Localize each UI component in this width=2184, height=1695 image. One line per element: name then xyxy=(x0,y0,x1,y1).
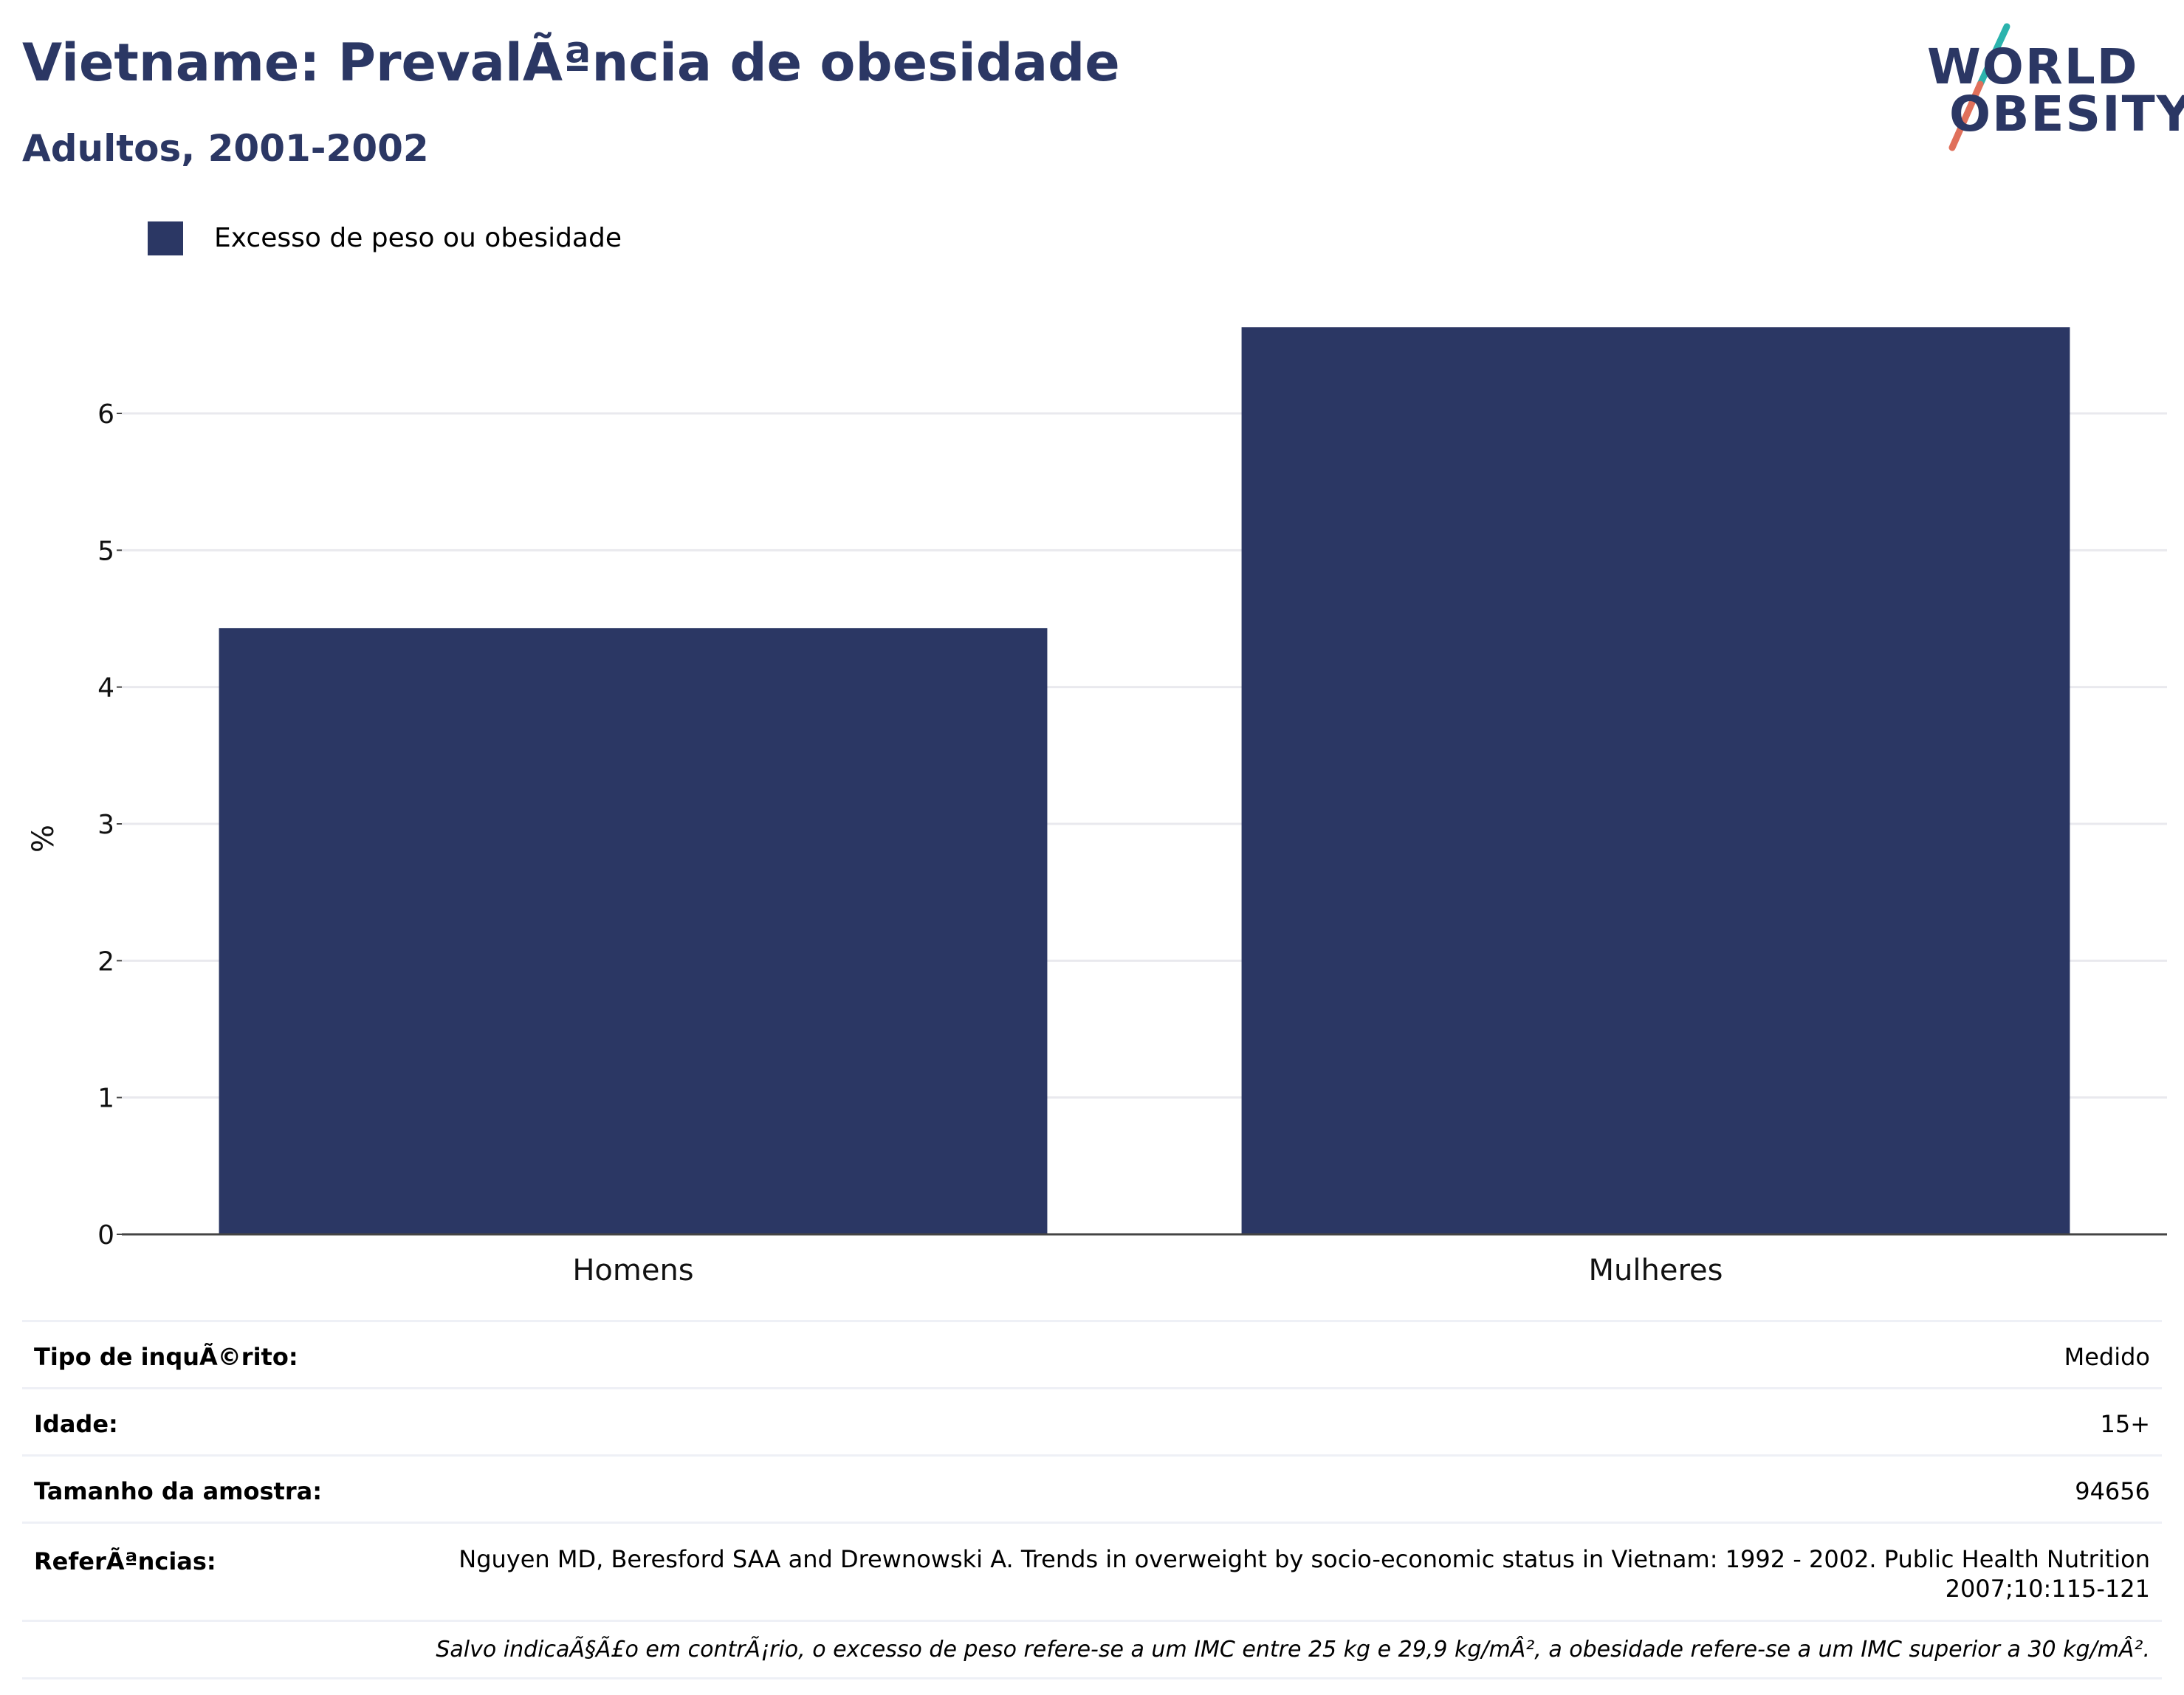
info-value: 15+ xyxy=(2100,1410,2150,1438)
y-tick-label: 2 xyxy=(97,946,114,977)
info-label: ReferÃªncias: xyxy=(34,1547,216,1575)
info-value: Nguyen MD, Beresford SAA and Drewnowski … xyxy=(459,1545,2150,1603)
y-tick-label: 0 xyxy=(97,1220,114,1251)
bar-homens xyxy=(219,628,1048,1234)
legend-label: Excesso de peso ou obesidade xyxy=(214,223,622,253)
y-tick-label: 5 xyxy=(97,536,114,566)
x-tick-label: Homens xyxy=(572,1254,693,1287)
y-tick-label: 1 xyxy=(97,1084,114,1114)
info-row-survey-type: Tipo de inquÃ©rito: Medido xyxy=(22,1320,2162,1387)
y-tick-label: 4 xyxy=(97,673,114,704)
logo-line2: OBESITY xyxy=(1949,86,2184,142)
chart-title: Vietname: PrevalÃªncia de obesidade xyxy=(22,32,1120,93)
y-axis-ticks: 0 1 2 3 4 5 6 xyxy=(97,399,122,1251)
y-tick-label: 3 xyxy=(97,810,114,840)
chart-subtitle: Adultos, 2001-2002 xyxy=(22,127,429,170)
info-table: Tipo de inquÃ©rito: Medido Idade: 15+ Ta… xyxy=(22,1320,2162,1679)
info-label: Tamanho da amostra: xyxy=(34,1477,322,1505)
bar-chart: 0 1 2 3 4 5 6 Homens Mulheres % xyxy=(27,327,2167,1287)
info-value: 94656 xyxy=(2075,1477,2150,1505)
info-row-age: Idade: 15+ xyxy=(22,1387,2162,1454)
info-row-references: ReferÃªncias: Nguyen MD, Beresford SAA a… xyxy=(22,1522,2162,1620)
footnote: Salvo indicaÃ§Ã£o em contrÃ¡rio, o exces… xyxy=(22,1620,2162,1679)
info-value: Medido xyxy=(2064,1343,2150,1371)
logo-line1: WORLD xyxy=(1927,38,2139,95)
world-obesity-logo: WORLD OBESITY xyxy=(1927,22,2184,155)
y-axis-label: % xyxy=(27,825,61,853)
info-row-sample-size: Tamanho da amostra: 94656 xyxy=(22,1454,2162,1522)
info-label: Idade: xyxy=(34,1410,118,1438)
y-tick-label: 6 xyxy=(97,399,114,430)
info-label: Tipo de inquÃ©rito: xyxy=(34,1343,298,1371)
x-tick-label: Mulheres xyxy=(1589,1254,1723,1287)
legend-swatch xyxy=(148,221,183,255)
x-axis-ticks: Homens Mulheres xyxy=(572,1254,1723,1287)
bar-mulheres xyxy=(1241,327,2070,1234)
bars xyxy=(219,327,2070,1234)
logo-slash-icon xyxy=(1948,23,2010,151)
